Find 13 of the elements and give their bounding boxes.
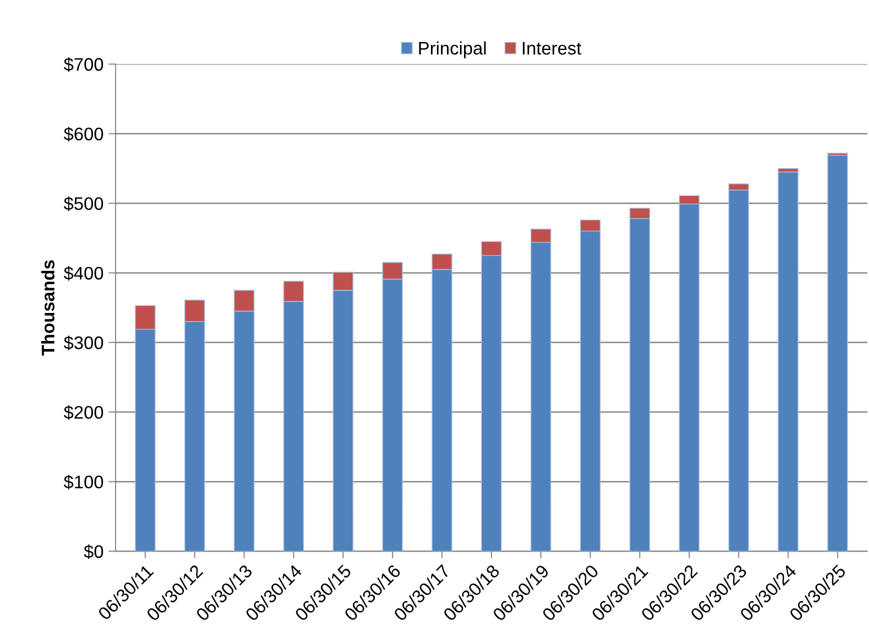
y-tick-label: $300 <box>64 336 104 350</box>
y-tick-label: $400 <box>64 266 104 281</box>
y-tick-label: $200 <box>64 405 104 420</box>
y-tick-label: $0 <box>84 544 104 560</box>
bar <box>827 154 848 552</box>
y-tick-label: $700 <box>64 57 104 72</box>
bar <box>778 172 798 552</box>
y-tick-label: $100 <box>64 474 104 490</box>
y-tick-label: $500 <box>64 196 104 212</box>
legend-label: Principal <box>419 41 486 58</box>
y-axis-title: Thousands <box>41 260 54 356</box>
legend-label: Interest <box>522 42 582 55</box>
y-tick-label: $600 <box>64 126 104 142</box>
